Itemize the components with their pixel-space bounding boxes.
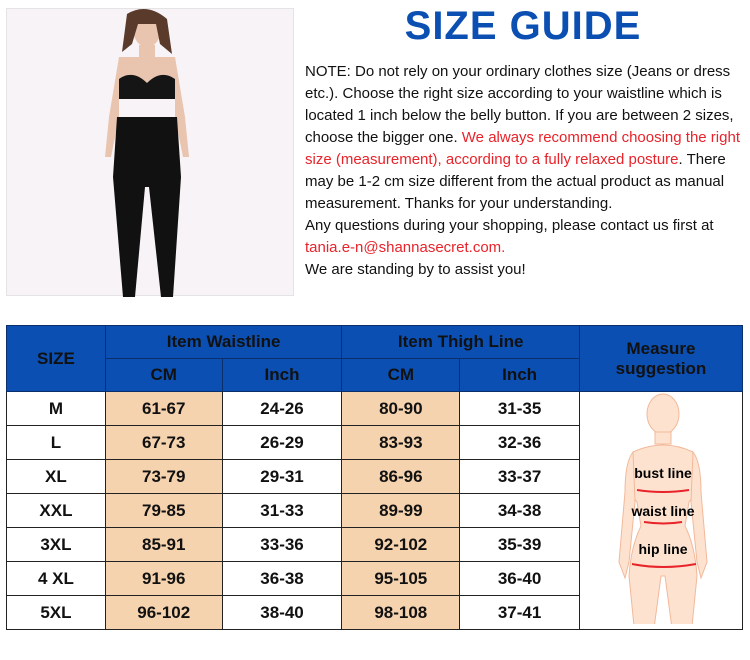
waist-inch-cell: 24-26 <box>221 391 343 426</box>
waist-cm-cell: 79-85 <box>104 493 223 528</box>
thigh-cm-cell: 95-105 <box>341 561 461 596</box>
thigh-cm-cell: 86-96 <box>341 459 461 494</box>
header-measure: Measure suggestion <box>578 325 744 392</box>
waist-cm-cell: 61-67 <box>104 391 223 426</box>
waist-inch-cell: 26-29 <box>221 425 343 460</box>
header-waistline: Item Waistline <box>104 325 343 359</box>
size-cell: XXL <box>6 493 106 528</box>
contact-email[interactable]: tania.e-n@shannasecret.com. <box>305 239 506 256</box>
thigh-inch-cell: 33-37 <box>459 459 580 494</box>
thigh-inch-cell: 37-41 <box>459 595 580 630</box>
note-text: NOTE: Do not rely on your ordinary cloth… <box>305 63 734 146</box>
thigh-inch-cell: 36-40 <box>459 561 580 596</box>
waist-inch-cell: 38-40 <box>221 595 343 630</box>
waist-inch-cell: 33-36 <box>221 527 343 562</box>
table-row: 5XL 96-102 38-40 98-108 37-41 <box>6 595 743 630</box>
page-title: SIZE GUIDE <box>404 4 642 48</box>
thigh-cm-cell: 92-102 <box>341 527 461 562</box>
contact-text: Any questions during your shopping, plea… <box>305 217 714 234</box>
thigh-cm-cell: 83-93 <box>341 425 461 460</box>
waist-cm-cell: 73-79 <box>104 459 223 494</box>
table-row: 4 XL 91-96 36-38 95-105 36-40 <box>6 561 743 596</box>
header-thigh-cm: CM <box>341 358 461 392</box>
thigh-cm-cell: 89-99 <box>341 493 461 528</box>
table-row: XL 73-79 29-31 86-96 33-37 <box>6 459 743 494</box>
thigh-inch-cell: 32-36 <box>459 425 580 460</box>
thigh-inch-cell: 35-39 <box>459 527 580 562</box>
table-row: M 61-67 24-26 80-90 31-35 bust line waist li… <box>6 391 744 637</box>
bust-line-label: bust line <box>634 465 692 481</box>
waist-inch-cell: 29-31 <box>221 459 343 494</box>
note-highlight: We always recommend choosing the right s… <box>305 129 740 168</box>
table-row: XXL 79-85 31-33 89-99 34-38 <box>6 493 743 528</box>
waist-cm-cell: 67-73 <box>104 425 223 460</box>
table-row: 3XL 85-91 33-36 92-102 35-39 <box>6 527 743 562</box>
closing-text: We are standing by to assist you! <box>305 261 526 278</box>
thigh-cm-cell: 80-90 <box>341 391 461 426</box>
body-diagram: bust line waist line hip line <box>618 393 708 637</box>
size-cell: 5XL <box>6 595 106 630</box>
table-row: L 67-73 26-29 83-93 32-36 <box>6 425 743 460</box>
size-cell: 3XL <box>6 527 106 562</box>
thigh-inch-cell: 31-35 <box>459 391 580 426</box>
size-cell: M <box>6 391 106 426</box>
header-waist-inch: Inch <box>221 358 343 392</box>
waist-cm-cell: 91-96 <box>104 561 223 596</box>
model-figure-image <box>105 9 189 297</box>
header-waist-cm: CM <box>104 358 223 392</box>
size-note: NOTE: Do not rely on your ordinary cloth… <box>305 61 747 281</box>
size-cell: XL <box>6 459 106 494</box>
thigh-inch-cell: 34-38 <box>459 493 580 528</box>
product-photo <box>6 8 294 297</box>
header-thigh-inch: Inch <box>459 358 580 392</box>
waist-cm-cell: 96-102 <box>104 595 223 630</box>
waist-line-label: waist line <box>630 503 694 519</box>
size-cell: L <box>6 425 106 460</box>
thigh-cm-cell: 98-108 <box>341 595 461 630</box>
waist-inch-cell: 36-38 <box>221 561 343 596</box>
note-text-2: . There may be 1-2 cm size different fro… <box>305 151 726 212</box>
size-table: SIZE Item Waistline Item Thigh Line Meas… <box>6 325 744 637</box>
hip-line-label: hip line <box>638 541 687 557</box>
size-cell: 4 XL <box>6 561 106 596</box>
header-size: SIZE <box>6 325 106 392</box>
waist-cm-cell: 85-91 <box>104 527 223 562</box>
measure-figure: bust line waist line hip line <box>578 391 744 637</box>
header-thighline: Item Thigh Line <box>341 325 580 359</box>
waist-inch-cell: 31-33 <box>221 493 343 528</box>
